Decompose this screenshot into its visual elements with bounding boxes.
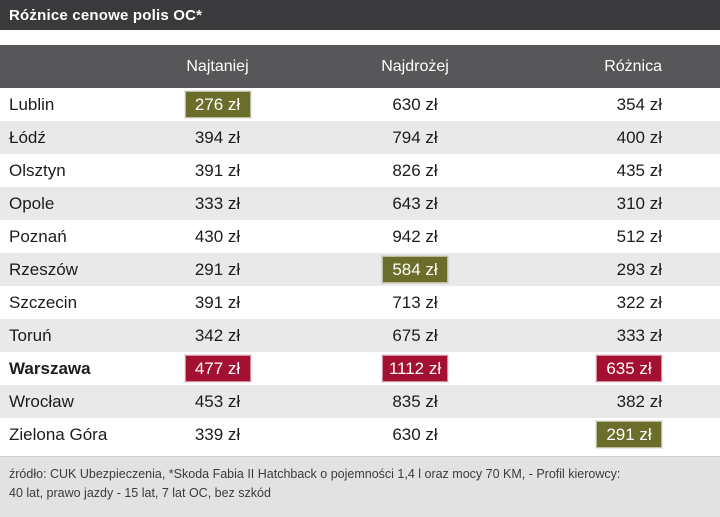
city-label: Łódź	[9, 127, 46, 147]
difference-value: 291 zł	[560, 420, 720, 449]
table-row: Olsztyn 391 zł 826 zł 435 zł	[0, 154, 720, 187]
difference-value: 310 zł	[616, 193, 662, 213]
cheapest-value: 291 zł	[194, 259, 241, 279]
difference-value: 333 zł	[616, 325, 662, 345]
difference-value: 354 zł	[616, 94, 662, 114]
source-note-line-2: 40 lat, prawo jazdy - 15 lat, 7 lat OC, …	[9, 486, 271, 501]
red-highlight-badge: 477 zł	[183, 354, 252, 383]
cheapest-value: 276 zł	[165, 90, 270, 119]
cheapest-value: 477 zł	[165, 354, 270, 383]
city-label: Wrocław	[9, 391, 74, 411]
cheapest-value: 339 zł	[194, 424, 241, 444]
difference-value: 435 zł	[616, 160, 662, 180]
most-expensive-value: 835 zł	[392, 391, 438, 411]
city-label: Szczecin	[9, 292, 78, 312]
cheapest-value: 430 zł	[194, 226, 241, 246]
city-label: Opole	[9, 193, 55, 213]
red-highlight-badge: 635 zł	[595, 354, 663, 383]
difference-value: 322 zł	[616, 292, 662, 312]
cheapest-value: 391 zł	[194, 160, 241, 180]
most-expensive-value: 584 zł	[270, 255, 560, 284]
table-row: Warszawa 477 zł 1112 zł 635 zł	[0, 352, 720, 385]
difference-value: 293 zł	[616, 259, 662, 279]
most-expensive-value: 942 zł	[392, 226, 438, 246]
most-expensive-value: 630 zł	[392, 94, 438, 114]
city-label: Lublin	[9, 94, 55, 114]
most-expensive-value: 1112 zł	[270, 354, 560, 383]
table-row: Szczecin 391 zł 713 zł 322 zł	[0, 286, 720, 319]
source-note: źródło: CUK Ubezpieczenia, *Skoda Fabia …	[0, 456, 720, 517]
table-row: Zielona Góra 339 zł 630 zł 291 zł	[0, 418, 720, 451]
olive-highlight-badge: 276 zł	[183, 90, 252, 119]
most-expensive-value: 643 zł	[392, 193, 438, 213]
cheapest-value: 333 zł	[194, 193, 241, 213]
most-expensive-value: 794 zł	[392, 127, 438, 147]
table-header: Najtaniej Najdrożej Różnica	[0, 45, 720, 88]
cheapest-value: 394 zł	[194, 127, 241, 147]
table-row: Rzeszów 291 zł 584 zł 293 zł	[0, 253, 720, 286]
red-highlight-badge: 1112 zł	[380, 354, 450, 383]
difference-value: 382 zł	[616, 391, 662, 411]
city-label: Poznań	[9, 226, 67, 246]
column-header-cheapest: Najtaniej	[186, 57, 249, 75]
city-label: Olsztyn	[9, 160, 66, 180]
table-row: Lublin 276 zł 630 zł 354 zł	[0, 88, 720, 121]
page-title: Różnice cenowe polis OC*	[0, 0, 720, 30]
table-row: Łódź 394 zł 794 zł 400 zł	[0, 121, 720, 154]
olive-highlight-badge: 291 zł	[595, 420, 663, 449]
cheapest-value: 453 zł	[194, 391, 241, 411]
table-body: Lublin 276 zł 630 zł 354 zł Łódź 394 zł 794 zł…	[0, 88, 720, 451]
cheapest-value: 391 zł	[194, 292, 241, 312]
most-expensive-value: 675 zł	[392, 325, 438, 345]
city-label: Zielona Góra	[9, 424, 108, 444]
cheapest-value: 342 zł	[194, 325, 241, 345]
olive-highlight-badge: 584 zł	[381, 255, 449, 284]
city-label: Toruń	[9, 325, 52, 345]
table-row: Poznań 430 zł 942 zł 512 zł	[0, 220, 720, 253]
city-label: Warszawa	[9, 358, 91, 378]
column-header-most-expensive: Najdrożej	[381, 57, 449, 75]
difference-value: 400 zł	[616, 127, 662, 147]
table-row: Opole 333 zł 643 zł 310 zł	[0, 187, 720, 220]
difference-value: 512 zł	[616, 226, 662, 246]
most-expensive-value: 826 zł	[392, 160, 438, 180]
column-header-difference: Różnica	[604, 57, 662, 75]
source-note-line-1: źródło: CUK Ubezpieczenia, *Skoda Fabia …	[9, 467, 621, 481]
most-expensive-value: 630 zł	[392, 424, 438, 444]
most-expensive-value: 713 zł	[392, 292, 438, 312]
city-label: Rzeszów	[9, 259, 78, 279]
table-row: Wrocław 453 zł 835 zł 382 zł	[0, 385, 720, 418]
spacer	[0, 30, 720, 45]
difference-value: 635 zł	[560, 354, 720, 383]
table-row: Toruń 342 zł 675 zł 333 zł	[0, 319, 720, 352]
